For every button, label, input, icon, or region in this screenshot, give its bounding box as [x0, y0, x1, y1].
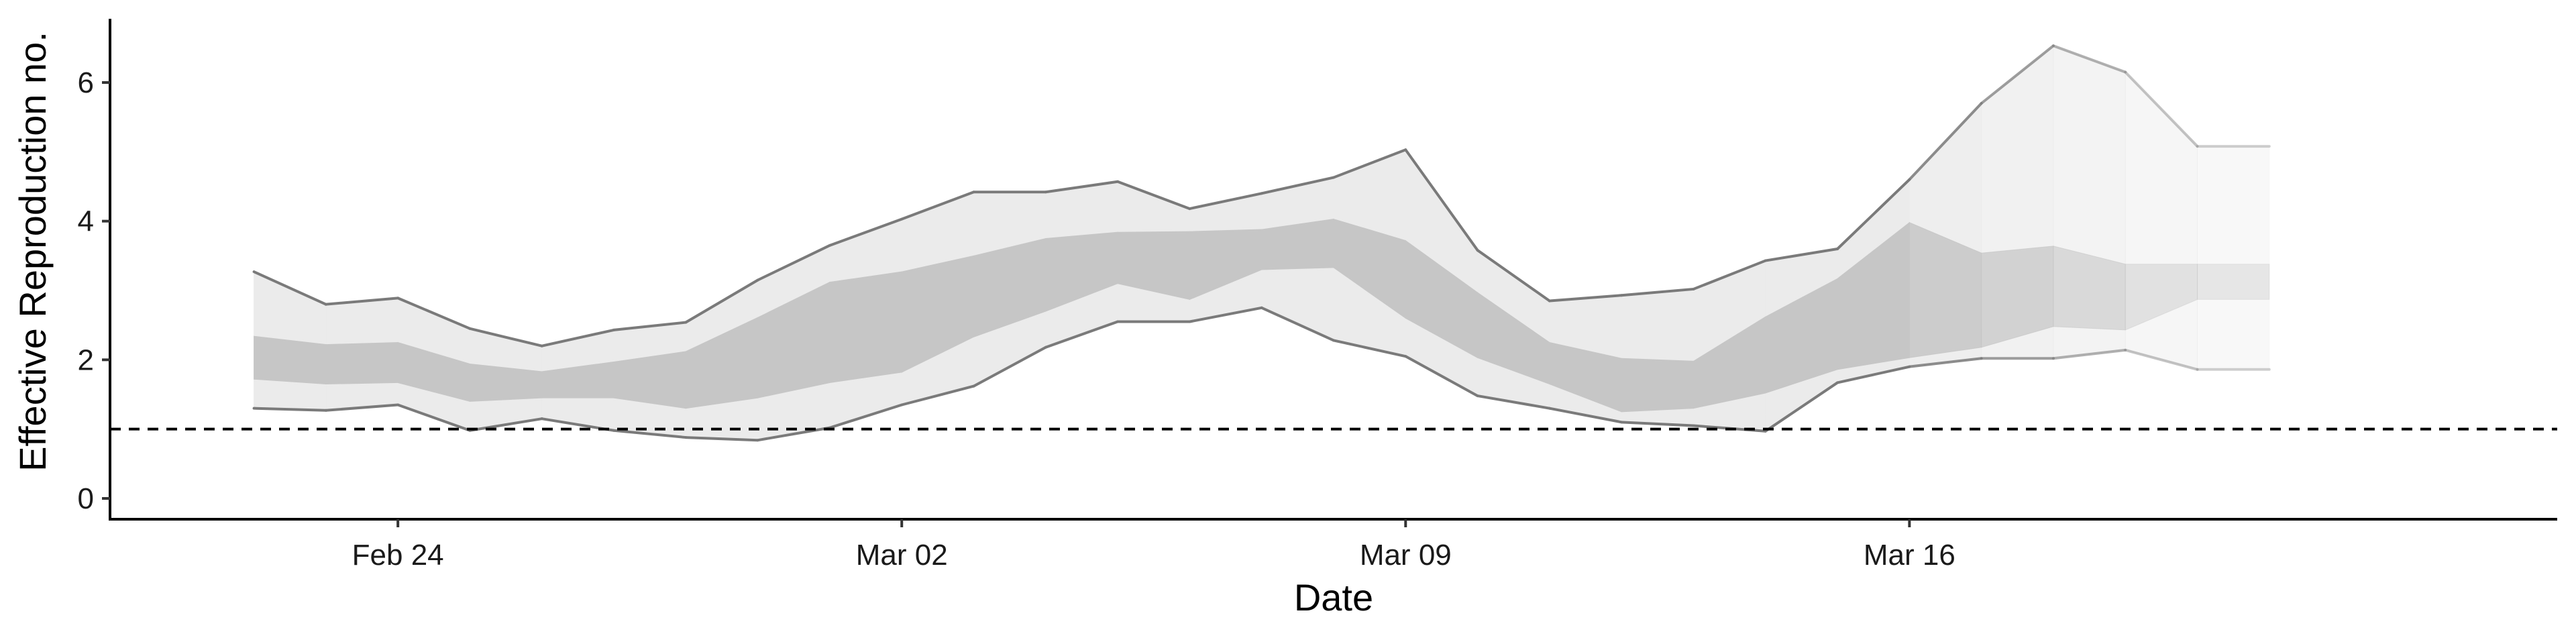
upper-bound-line-segment: [396, 297, 472, 330]
ci-outer-band-segment: [2197, 146, 2270, 370]
upper-bound-line-segment: [1908, 102, 1983, 181]
upper-bound-line-segment: [1044, 180, 1120, 194]
plot-area: [110, 44, 2557, 442]
lower-bound-line-segment: [324, 403, 400, 412]
ci-inner-band-segment: [1621, 358, 1694, 413]
lower-bound-line-segment: [1620, 421, 1695, 427]
y-tick-label: 0: [78, 482, 94, 515]
upper-bound-line-segment: [756, 244, 831, 282]
lower-bound-line-segment: [2051, 348, 2127, 360]
upper-bound-line-segment: [2124, 70, 2199, 148]
upper-bound-line-segment: [684, 278, 759, 324]
upper-bound-line-segment: [612, 321, 688, 331]
lower-bound-line-segment: [1404, 355, 1479, 398]
upper-bound-line-segment: [1548, 294, 1623, 303]
ci-inner-band-segment: [2125, 264, 2198, 331]
upper-bound-line-segment: [1836, 178, 1911, 250]
ci-inner-band-segment: [325, 341, 398, 385]
upper-bound-line-segment: [540, 328, 616, 347]
lower-bound-line-segment: [900, 384, 975, 407]
lower-bound-line-segment: [1908, 357, 1983, 368]
lower-bound-line-segment: [972, 345, 1047, 388]
ci-inner-band-segment: [829, 271, 902, 384]
upper-bound-line-segment: [252, 270, 327, 306]
upper-bound-line-segment: [900, 191, 975, 221]
x-tick-label: Feb 24: [352, 539, 444, 572]
ci-inner-band-segment: [613, 351, 686, 409]
y-tick-label: 6: [78, 66, 94, 99]
upper-bound-line-segment: [1764, 248, 1839, 262]
lower-bound-line-segment: [828, 403, 904, 429]
lower-bound-line-segment: [1836, 365, 1911, 384]
lower-bound-line-segment: [1476, 394, 1551, 410]
lower-bound-line-segment: [1188, 306, 1263, 323]
lower-bound-line-segment: [396, 403, 472, 432]
upper-bound-line-segment: [1332, 148, 1407, 179]
ci-inner-band-segment: [2197, 264, 2270, 300]
y-tick-label: 2: [78, 343, 94, 376]
upper-bound-line-segment: [828, 217, 904, 247]
x-tick-label: Mar 09: [1360, 539, 1452, 572]
upper-bound-line-segment: [1260, 176, 1335, 195]
lower-bound-line-segment: [1764, 381, 1839, 433]
upper-bound-line-segment: [324, 297, 400, 306]
lower-bound-line-segment: [612, 429, 688, 439]
ci-outer-band-segment: [2125, 71, 2198, 370]
upper-bound-line-segment: [468, 327, 543, 347]
lower-bound-line-segment: [468, 417, 543, 432]
lower-bound-line-segment: [1260, 306, 1335, 342]
upper-bound-line-segment: [1188, 192, 1263, 211]
lower-bound-line-segment: [1548, 407, 1623, 424]
lower-bound-line-segment: [756, 426, 831, 442]
upper-bound-line-segment: [1620, 287, 1695, 297]
upper-bound-line-segment: [1980, 44, 2055, 105]
lower-bound-line-segment: [252, 407, 327, 412]
y-axis-title: Effective Reproduction no.: [11, 32, 54, 472]
upper-bound-line-segment: [1476, 249, 1551, 303]
lower-bound-line-segment: [2124, 348, 2199, 371]
upper-bound-line-segment: [1116, 180, 1191, 211]
upper-bound-line-segment: [1404, 148, 1479, 252]
lower-bound-line-segment: [684, 436, 759, 442]
y-tick-label: 4: [78, 205, 94, 238]
x-tick-label: Mar 16: [1864, 539, 1955, 572]
x-tick-label: Mar 02: [856, 539, 948, 572]
lower-bound-line-segment: [1332, 339, 1407, 358]
ci-inner-band-segment: [254, 335, 327, 385]
axes: 0 2 4 6 Feb 24 Mar 02 Mar 09 Mar 16: [78, 19, 2557, 572]
upper-bound-line-segment: [1692, 259, 1767, 290]
lower-bound-line-segment: [1044, 320, 1120, 349]
upper-bound-line-segment: [2051, 44, 2127, 74]
x-axis-title: Date: [1294, 576, 1373, 619]
ci-inner-band-segment: [2053, 246, 2126, 331]
